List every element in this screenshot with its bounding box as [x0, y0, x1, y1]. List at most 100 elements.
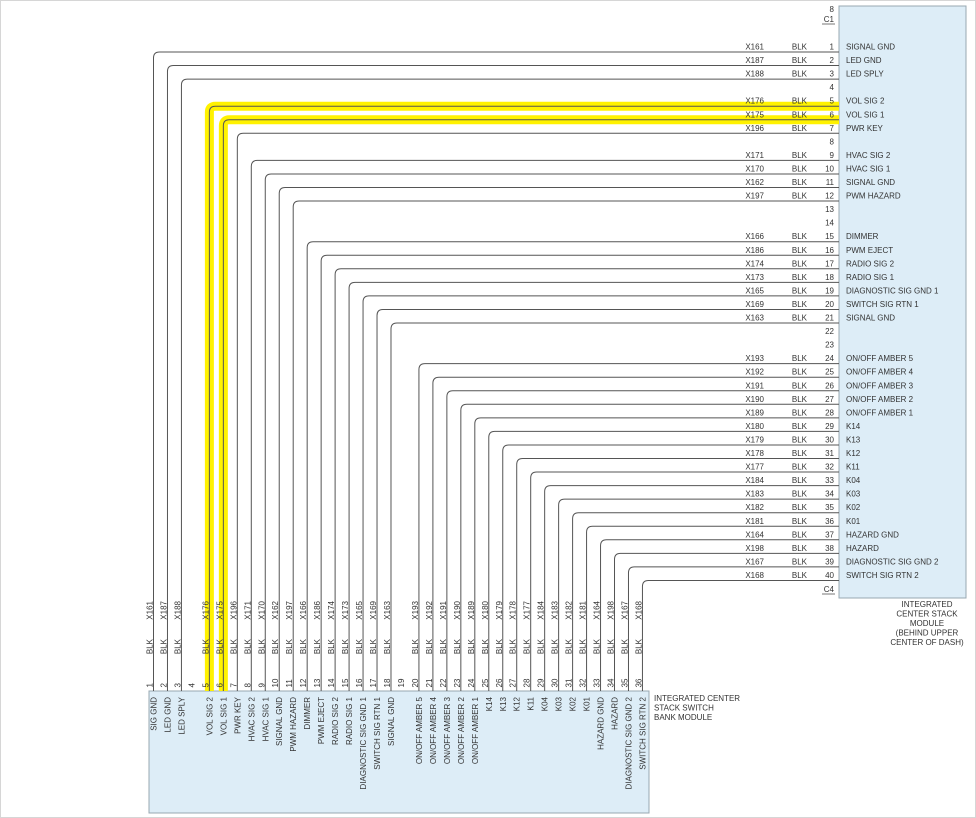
right-pin-signal: ON/OFF AMBER 3 — [846, 381, 914, 390]
wire-X176 — [208, 105, 839, 691]
bottom-pin-signal: K14 — [485, 696, 494, 711]
right-pin-signal: LED GND — [846, 56, 882, 65]
wire-color-label: BLK — [792, 273, 808, 282]
bottom-pin-signal: ON/OFF AMBER 5 — [415, 696, 424, 764]
connector-c4-label: C4 — [824, 585, 835, 594]
wire-color-label: BLK — [792, 571, 808, 580]
bottom-pin-signal: K11 — [527, 696, 536, 710]
wire-id-label: X173 — [341, 600, 350, 619]
wire-X177 — [530, 471, 839, 691]
wire-X161 — [153, 51, 839, 691]
bottom-pin-number: 30 — [551, 678, 560, 687]
wire-id-label: X167 — [620, 600, 629, 619]
right-pin-number: 6 — [830, 110, 835, 119]
wire-color-label: BLK — [425, 638, 434, 654]
wire-color-label: BLK — [299, 638, 308, 654]
wire-X163 — [390, 322, 839, 691]
wire-id-label: X190 — [453, 600, 462, 619]
wire-id-label: X166 — [745, 232, 764, 241]
wire-color-label: BLK — [341, 638, 350, 654]
bottom-pin-signal: VOL SIG 1 — [219, 696, 228, 735]
wire-color-label: BLK — [792, 192, 808, 201]
wire-id-label: X191 — [745, 381, 764, 390]
wire-id-label: X184 — [537, 600, 546, 619]
wire-color-label: BLK — [369, 638, 378, 654]
right-pin-signal: RADIO SIG 2 — [846, 259, 895, 268]
wire-id-label: X167 — [745, 557, 764, 566]
bottom-module-name-line: BANK MODULE — [654, 713, 712, 722]
wire-id-label: X188 — [173, 600, 182, 619]
right-pin-signal: SWITCH SIG RTN 2 — [846, 571, 919, 580]
wire-id-label: X192 — [425, 600, 434, 619]
bottom-pin-signal: DIAGNOSTIC SIG GND 1 — [359, 696, 368, 789]
wire-X167 — [627, 566, 839, 691]
wire-color-label: BLK — [792, 124, 808, 133]
wire-color-label: BLK — [792, 435, 808, 444]
right-pin-number: 18 — [825, 273, 834, 282]
bottom-pin-number: 1 — [146, 683, 155, 688]
wire-id-label: X165 — [745, 286, 764, 295]
bottom-pin-number: 31 — [565, 678, 574, 687]
wire-color-label: BLK — [201, 638, 210, 654]
right-pin-signal: HVAC SIG 1 — [846, 164, 891, 173]
wire-color-label: BLK — [792, 178, 808, 187]
right-pin-signal: K12 — [846, 449, 861, 458]
bottom-pin-signal: HVAC SIG 1 — [261, 696, 270, 741]
right-pin-signal: SIGNAL GND — [846, 43, 895, 52]
bottom-pin-number: 32 — [579, 678, 588, 687]
right-pin-number: 15 — [825, 232, 834, 241]
wire-X197 — [292, 200, 839, 691]
right-pin-signal: ON/OFF AMBER 2 — [846, 395, 914, 404]
wire-color-label: BLK — [523, 638, 532, 654]
bottom-pin-signal: K12 — [513, 696, 522, 711]
bottom-pin-number: 28 — [523, 678, 532, 687]
wire-id-label: X186 — [313, 600, 322, 619]
bottom-pin-signal: LED GND — [163, 697, 172, 733]
wire-color-label: BLK — [634, 638, 643, 654]
wire-id-label: X177 — [745, 463, 764, 472]
wire-id-label: X178 — [509, 600, 518, 619]
wire-id-label: X190 — [745, 395, 764, 404]
bottom-pin-signal: HAZARD — [611, 697, 620, 730]
wire-id-label: X180 — [481, 600, 490, 619]
right-pin-number: 10 — [825, 164, 834, 173]
wire-id-label: X198 — [607, 600, 616, 619]
right-module-name-line: CENTER STACK — [896, 610, 958, 619]
right-pin-number: 19 — [825, 286, 834, 295]
wire-id-label: X174 — [327, 600, 336, 619]
wire-X175 — [222, 119, 839, 691]
bottom-pin-number: 11 — [285, 679, 294, 688]
wire-X192 — [432, 376, 839, 691]
right-pin-signal: PWM HAZARD — [846, 192, 901, 201]
right-pin-signal: K03 — [846, 490, 861, 499]
wire-id-label: X177 — [523, 600, 532, 619]
wire-id-label: X166 — [299, 600, 308, 619]
wire-color-label: BLK — [792, 408, 808, 417]
wire-id-label: X187 — [159, 600, 168, 619]
wire-X179 — [502, 444, 839, 691]
bottom-pin-number: 12 — [299, 678, 308, 687]
right-pin-signal: ON/OFF AMBER 5 — [846, 354, 914, 363]
right-pin-number: 1 — [830, 43, 835, 52]
bottom-pin-number: 21 — [425, 678, 434, 687]
right-pin-signal: VOL SIG 1 — [846, 110, 885, 119]
bottom-pin-signal: DIAGNOSTIC SIG GND 2 — [624, 696, 633, 789]
wire-id-label: X169 — [369, 600, 378, 619]
bottom-pin-signal: ON/OFF AMBER 1 — [471, 696, 480, 764]
wire-id-label: X175 — [215, 600, 224, 619]
right-pin-signal: VOL SIG 2 — [846, 97, 885, 106]
wire-id-label: X171 — [243, 600, 252, 619]
wire-X188 — [180, 78, 839, 691]
wire-X182 — [572, 512, 839, 691]
right-pin-number: 26 — [825, 381, 834, 390]
bottom-pin-signal: SIGNAL GND — [387, 697, 396, 746]
wire-color-label: BLK — [579, 638, 588, 654]
wire-color-label: BLK — [509, 638, 518, 654]
bottom-pin-number: 9 — [257, 683, 266, 688]
wire-id-label: X191 — [439, 600, 448, 619]
wire-id-label: X183 — [551, 600, 560, 619]
wire-color-label: BLK — [620, 638, 629, 654]
wire-id-label: X173 — [745, 273, 764, 282]
wire-id-label: X181 — [745, 517, 764, 526]
bottom-pin-number: 15 — [341, 678, 350, 687]
